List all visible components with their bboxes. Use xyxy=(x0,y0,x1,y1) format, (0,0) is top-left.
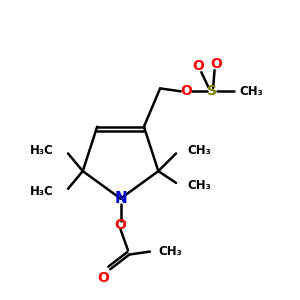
Text: O: O xyxy=(181,84,193,98)
Text: H₃C: H₃C xyxy=(30,144,53,157)
Text: CH₃: CH₃ xyxy=(159,245,183,258)
Text: O: O xyxy=(115,218,127,232)
Text: CH₃: CH₃ xyxy=(240,85,263,98)
Text: O: O xyxy=(193,59,204,73)
Text: N: N xyxy=(114,191,127,206)
Text: O: O xyxy=(97,271,109,285)
Text: CH₃: CH₃ xyxy=(188,144,212,157)
Text: S: S xyxy=(207,84,217,98)
Text: O: O xyxy=(210,57,222,71)
Text: CH₃: CH₃ xyxy=(188,179,212,192)
Text: H₃C: H₃C xyxy=(30,185,53,198)
